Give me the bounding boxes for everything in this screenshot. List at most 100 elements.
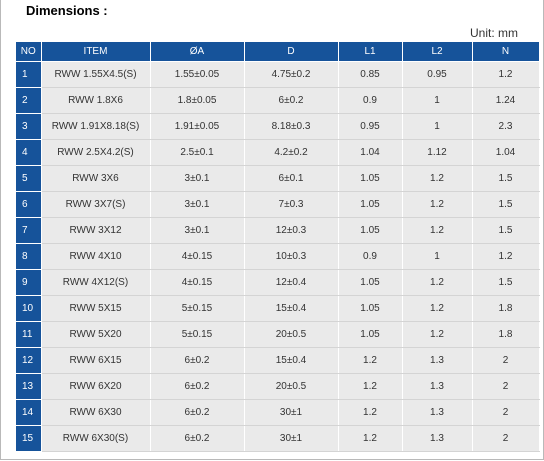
cell-d: 4.75±0.2 xyxy=(244,61,339,88)
cell-n: 1.5 xyxy=(472,191,540,218)
cell-item: RWW 6X15 xyxy=(41,347,151,374)
cell-no: 12 xyxy=(16,347,42,374)
table-row: 4 RWW 2.5X4.2(S) 2.5±0.1 4.2±0.2 1.04 1.12 1.0… xyxy=(16,139,540,166)
cell-l1: 0.9 xyxy=(338,243,403,270)
cell-n: 1.04 xyxy=(472,139,540,166)
cell-no: 10 xyxy=(16,295,42,322)
cell-diameter-a: 6±0.2 xyxy=(150,425,245,452)
cell-diameter-a: 5±0.15 xyxy=(150,295,245,322)
cell-d: 15±0.4 xyxy=(244,295,339,322)
cell-n: 2 xyxy=(472,425,540,452)
cell-l2: 1.2 xyxy=(402,191,473,218)
col-header-d: D xyxy=(244,42,339,62)
cell-item: RWW 1.8X6 xyxy=(41,87,151,114)
cell-d: 20±0.5 xyxy=(244,321,339,348)
table-row: 11 RWW 5X20 5±0.15 20±0.5 1.05 1.2 1.8 xyxy=(16,321,540,348)
cell-l2: 1.2 xyxy=(402,165,473,192)
cell-no: 5 xyxy=(16,165,42,192)
cell-l1: 0.9 xyxy=(338,87,403,114)
cell-no: 9 xyxy=(16,269,42,296)
cell-d: 30±1 xyxy=(244,399,339,426)
cell-l2: 1.3 xyxy=(402,425,473,452)
dimensions-table: NO ITEM ØA D L1 L2 N 1 RWW 1.55X4.5(S) 1.5… xyxy=(16,42,540,452)
cell-l2: 0.95 xyxy=(402,61,473,88)
cell-n: 2.3 xyxy=(472,113,540,140)
cell-n: 1.5 xyxy=(472,217,540,244)
cell-d: 6±0.2 xyxy=(244,87,339,114)
cell-no: 14 xyxy=(16,399,42,426)
cell-item: RWW 1.55X4.5(S) xyxy=(41,61,151,88)
cell-n: 1.8 xyxy=(472,321,540,348)
cell-no: 7 xyxy=(16,217,42,244)
cell-item: RWW 4X12(S) xyxy=(41,269,151,296)
cell-l1: 1.05 xyxy=(338,269,403,296)
cell-no: 1 xyxy=(16,61,42,88)
cell-l1: 1.2 xyxy=(338,347,403,374)
cell-d: 12±0.3 xyxy=(244,217,339,244)
cell-d: 6±0.1 xyxy=(244,165,339,192)
cell-item: RWW 6X30 xyxy=(41,399,151,426)
cell-no: 15 xyxy=(16,425,42,452)
cell-l2: 1.12 xyxy=(402,139,473,166)
table-row: 6 RWW 3X7(S) 3±0.1 7±0.3 1.05 1.2 1.5 xyxy=(16,191,540,218)
cell-n: 1.2 xyxy=(472,243,540,270)
cell-l1: 0.85 xyxy=(338,61,403,88)
cell-diameter-a: 6±0.2 xyxy=(150,373,245,400)
cell-l2: 1.3 xyxy=(402,399,473,426)
col-header-n: N xyxy=(472,42,540,62)
table-row: 12 RWW 6X15 6±0.2 15±0.4 1.2 1.3 2 xyxy=(16,347,540,374)
cell-l1: 1.05 xyxy=(338,295,403,322)
table-row: 8 RWW 4X10 4±0.15 10±0.3 0.9 1 1.2 xyxy=(16,243,540,270)
cell-item: RWW 5X15 xyxy=(41,295,151,322)
cell-item: RWW 3X6 xyxy=(41,165,151,192)
cell-n: 2 xyxy=(472,373,540,400)
cell-diameter-a: 6±0.2 xyxy=(150,399,245,426)
cell-l2: 1 xyxy=(402,87,473,114)
cell-l1: 1.05 xyxy=(338,217,403,244)
cell-item: RWW 2.5X4.2(S) xyxy=(41,139,151,166)
table-row: 13 RWW 6X20 6±0.2 20±0.5 1.2 1.3 2 xyxy=(16,373,540,400)
cell-l2: 1 xyxy=(402,243,473,270)
cell-diameter-a: 1.8±0.05 xyxy=(150,87,245,114)
cell-l1: 1.2 xyxy=(338,425,403,452)
cell-no: 3 xyxy=(16,113,42,140)
cell-d: 4.2±0.2 xyxy=(244,139,339,166)
cell-l2: 1.2 xyxy=(402,217,473,244)
cell-diameter-a: 5±0.15 xyxy=(150,321,245,348)
table-row: 15 RWW 6X30(S) 6±0.2 30±1 1.2 1.3 2 xyxy=(16,425,540,452)
cell-diameter-a: 4±0.15 xyxy=(150,243,245,270)
cell-d: 12±0.4 xyxy=(244,269,339,296)
cell-l1: 1.2 xyxy=(338,373,403,400)
cell-diameter-a: 3±0.1 xyxy=(150,191,245,218)
cell-item: RWW 3X12 xyxy=(41,217,151,244)
cell-n: 1.24 xyxy=(472,87,540,114)
cell-l1: 1.05 xyxy=(338,165,403,192)
table-row: 14 RWW 6X30 6±0.2 30±1 1.2 1.3 2 xyxy=(16,399,540,426)
cell-l1: 1.05 xyxy=(338,191,403,218)
section-title: Dimensions : xyxy=(26,3,108,18)
cell-n: 1.8 xyxy=(472,295,540,322)
cell-diameter-a: 6±0.2 xyxy=(150,347,245,374)
cell-l1: 1.04 xyxy=(338,139,403,166)
cell-no: 11 xyxy=(16,321,42,348)
unit-label: Unit: mm xyxy=(470,26,518,40)
cell-d: 10±0.3 xyxy=(244,243,339,270)
col-header-no: NO xyxy=(16,42,42,62)
cell-l1: 0.95 xyxy=(338,113,403,140)
cell-n: 2 xyxy=(472,399,540,426)
col-header-diameter-a: ØA xyxy=(150,42,245,62)
cell-l1: 1.2 xyxy=(338,399,403,426)
cell-diameter-a: 1.91±0.05 xyxy=(150,113,245,140)
header-row: NO ITEM ØA D L1 L2 N xyxy=(16,42,540,62)
cell-no: 2 xyxy=(16,87,42,114)
cell-d: 7±0.3 xyxy=(244,191,339,218)
cell-item: RWW 1.91X8.18(S) xyxy=(41,113,151,140)
table-row: 10 RWW 5X15 5±0.15 15±0.4 1.05 1.2 1.8 xyxy=(16,295,540,322)
cell-l2: 1.3 xyxy=(402,373,473,400)
cell-no: 6 xyxy=(16,191,42,218)
cell-n: 1.5 xyxy=(472,165,540,192)
cell-n: 1.5 xyxy=(472,269,540,296)
cell-n: 2 xyxy=(472,347,540,374)
cell-d: 20±0.5 xyxy=(244,373,339,400)
cell-no: 4 xyxy=(16,139,42,166)
